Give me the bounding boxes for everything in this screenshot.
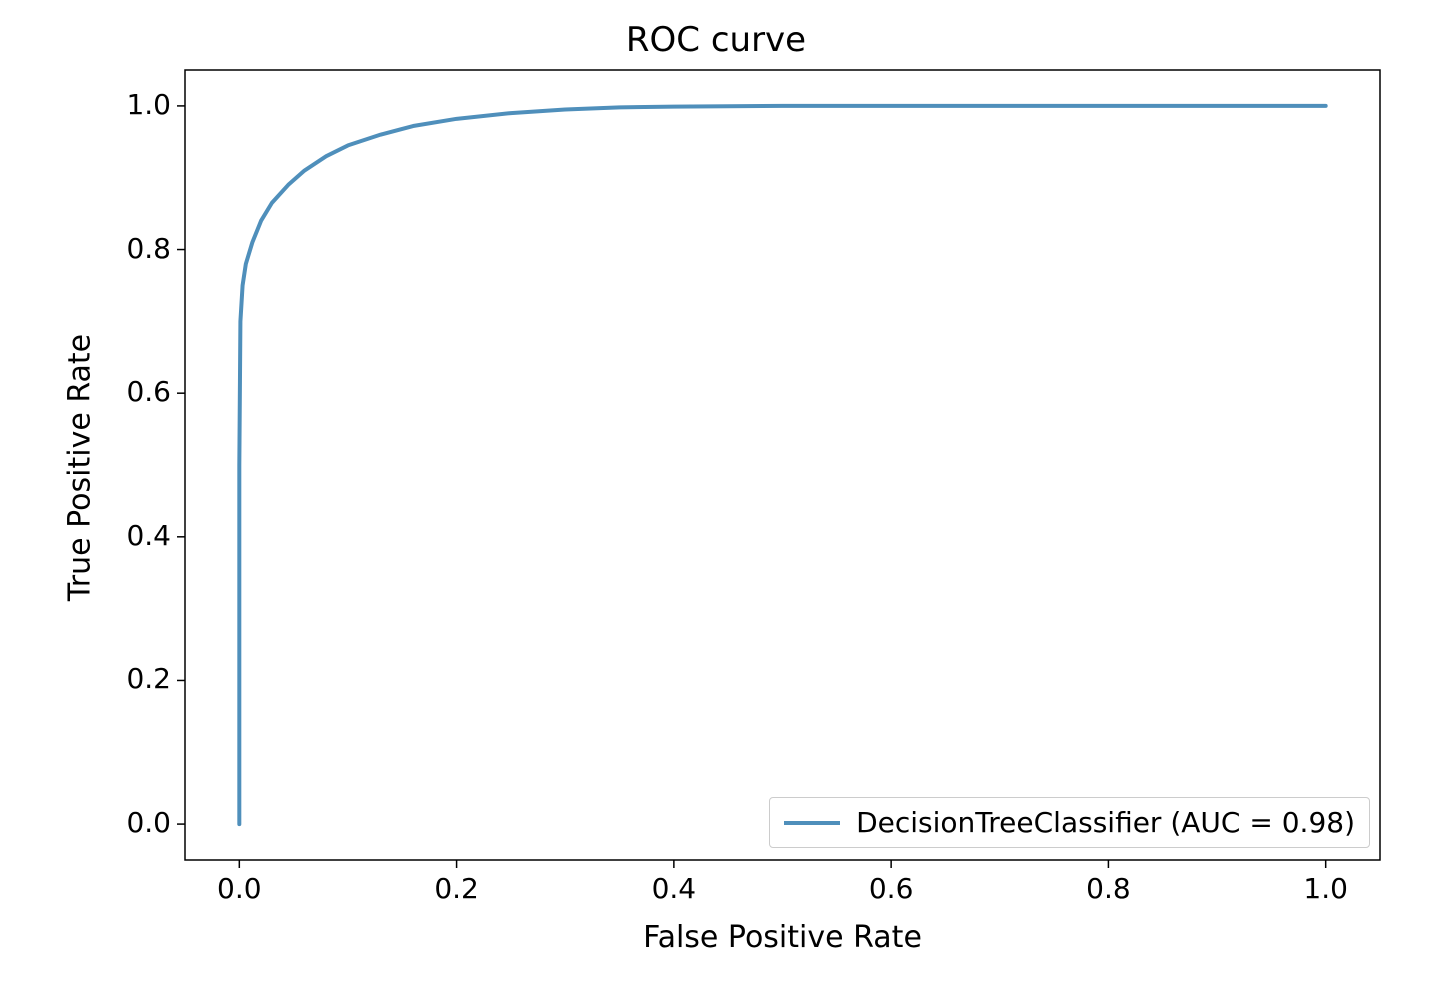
- figure: ROC curve True Positive Rate False Posit…: [0, 0, 1432, 996]
- x-tick-label: 0.2: [417, 872, 497, 905]
- legend-label: DecisionTreeClassifier (AUC = 0.98): [856, 806, 1355, 839]
- y-tick-label: 0.0: [101, 806, 171, 839]
- y-tick-label: 0.4: [101, 519, 171, 552]
- y-tick-label: 1.0: [101, 88, 171, 121]
- x-tick-label: 1.0: [1286, 872, 1366, 905]
- legend: DecisionTreeClassifier (AUC = 0.98): [769, 797, 1370, 848]
- y-tick-label: 0.2: [101, 662, 171, 695]
- y-tick-label: 0.8: [101, 232, 171, 265]
- x-tick-label: 0.6: [851, 872, 931, 905]
- x-tick-label: 0.4: [634, 872, 714, 905]
- legend-line-sample: [784, 821, 840, 825]
- x-tick-label: 0.0: [199, 872, 279, 905]
- y-tick-label: 0.6: [101, 375, 171, 408]
- x-tick-label: 0.8: [1068, 872, 1148, 905]
